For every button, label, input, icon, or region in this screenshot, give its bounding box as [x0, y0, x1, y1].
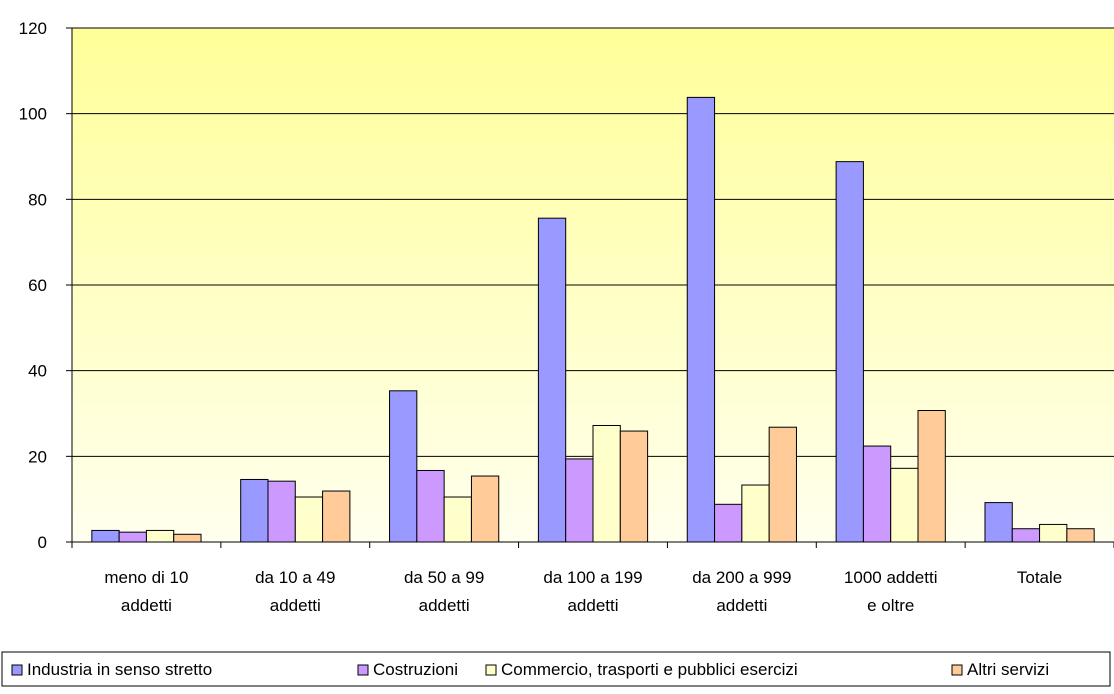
x-tick-label: 1000 addetti e oltre — [844, 568, 938, 615]
y-tick-labels: 0 20 40 60 80 100 120 — [19, 19, 47, 552]
y-tick-label: 60 — [28, 276, 47, 295]
bar-3-4 — [592, 424, 621, 543]
x-tick-label: meno di 10 addetti — [104, 568, 188, 615]
y-tick-label: 40 — [28, 362, 47, 381]
bar-3-3 — [443, 496, 472, 543]
bar-3-1 — [145, 529, 175, 543]
bar-2-7 — [1011, 528, 1041, 543]
bar-2-2 — [267, 480, 296, 543]
bar-1-4 — [537, 217, 567, 543]
bar-1-6 — [835, 161, 864, 543]
x-tick-label: da 10 a 49 addetti — [255, 568, 335, 615]
x-tick-labels: meno di 10 addetti da 10 a 49 addetti da 50 … — [104, 568, 1062, 615]
legend-swatch — [485, 664, 497, 676]
legend-swatch — [951, 664, 963, 676]
x-tick-label: da 200 a 999 addetti — [692, 568, 791, 615]
bar-3-7 — [1039, 523, 1068, 543]
bar-3-6 — [890, 467, 919, 543]
y-tick-label: 120 — [19, 19, 47, 38]
legend-swatch — [11, 664, 23, 676]
bar-2-6 — [862, 445, 892, 543]
bar-3-5 — [741, 484, 770, 543]
legend-swatch — [357, 664, 369, 676]
bar-1-5 — [686, 96, 716, 543]
legend: Industria in senso stretto Costruzioni Com… — [1, 651, 1111, 687]
bar-3-2 — [294, 496, 324, 543]
gridlines — [72, 27, 1114, 457]
bar-4-5 — [768, 426, 797, 543]
y-tick-label: 0 — [38, 533, 47, 552]
legend-label: Commercio, trasporti e pubblici esercizi — [501, 660, 798, 679]
legend-label: Costruzioni — [373, 660, 458, 679]
legend-frame — [1, 651, 1111, 687]
bar-2-4 — [565, 458, 594, 543]
y-tick-label: 80 — [28, 190, 47, 209]
bar-2-5 — [714, 503, 743, 543]
axes — [66, 27, 1114, 548]
bar-4-4 — [619, 430, 649, 543]
bar-4-7 — [1066, 528, 1095, 543]
legend-label: Altri servizi — [967, 660, 1049, 679]
bar-4-1 — [173, 533, 202, 543]
y-tick-label: 20 — [28, 447, 47, 466]
bar-4-3 — [470, 475, 500, 543]
bar-1-3 — [389, 390, 418, 543]
bars — [91, 96, 1095, 543]
bar-2-1 — [118, 531, 147, 543]
bar-1-2 — [240, 478, 269, 543]
bar-2-3 — [416, 469, 445, 543]
legend-label: Industria in senso stretto — [27, 660, 212, 679]
bar-4-6 — [917, 410, 946, 543]
x-tick-label: Totale — [1017, 568, 1062, 587]
bar-1-1 — [91, 529, 120, 543]
x-tick-label: da 50 a 99 addetti — [404, 568, 484, 615]
bar-4-2 — [322, 490, 351, 543]
bar-1-7 — [984, 502, 1013, 543]
y-tick-label: 100 — [19, 105, 47, 124]
x-tick-label: da 100 a 199 addetti — [543, 568, 642, 615]
